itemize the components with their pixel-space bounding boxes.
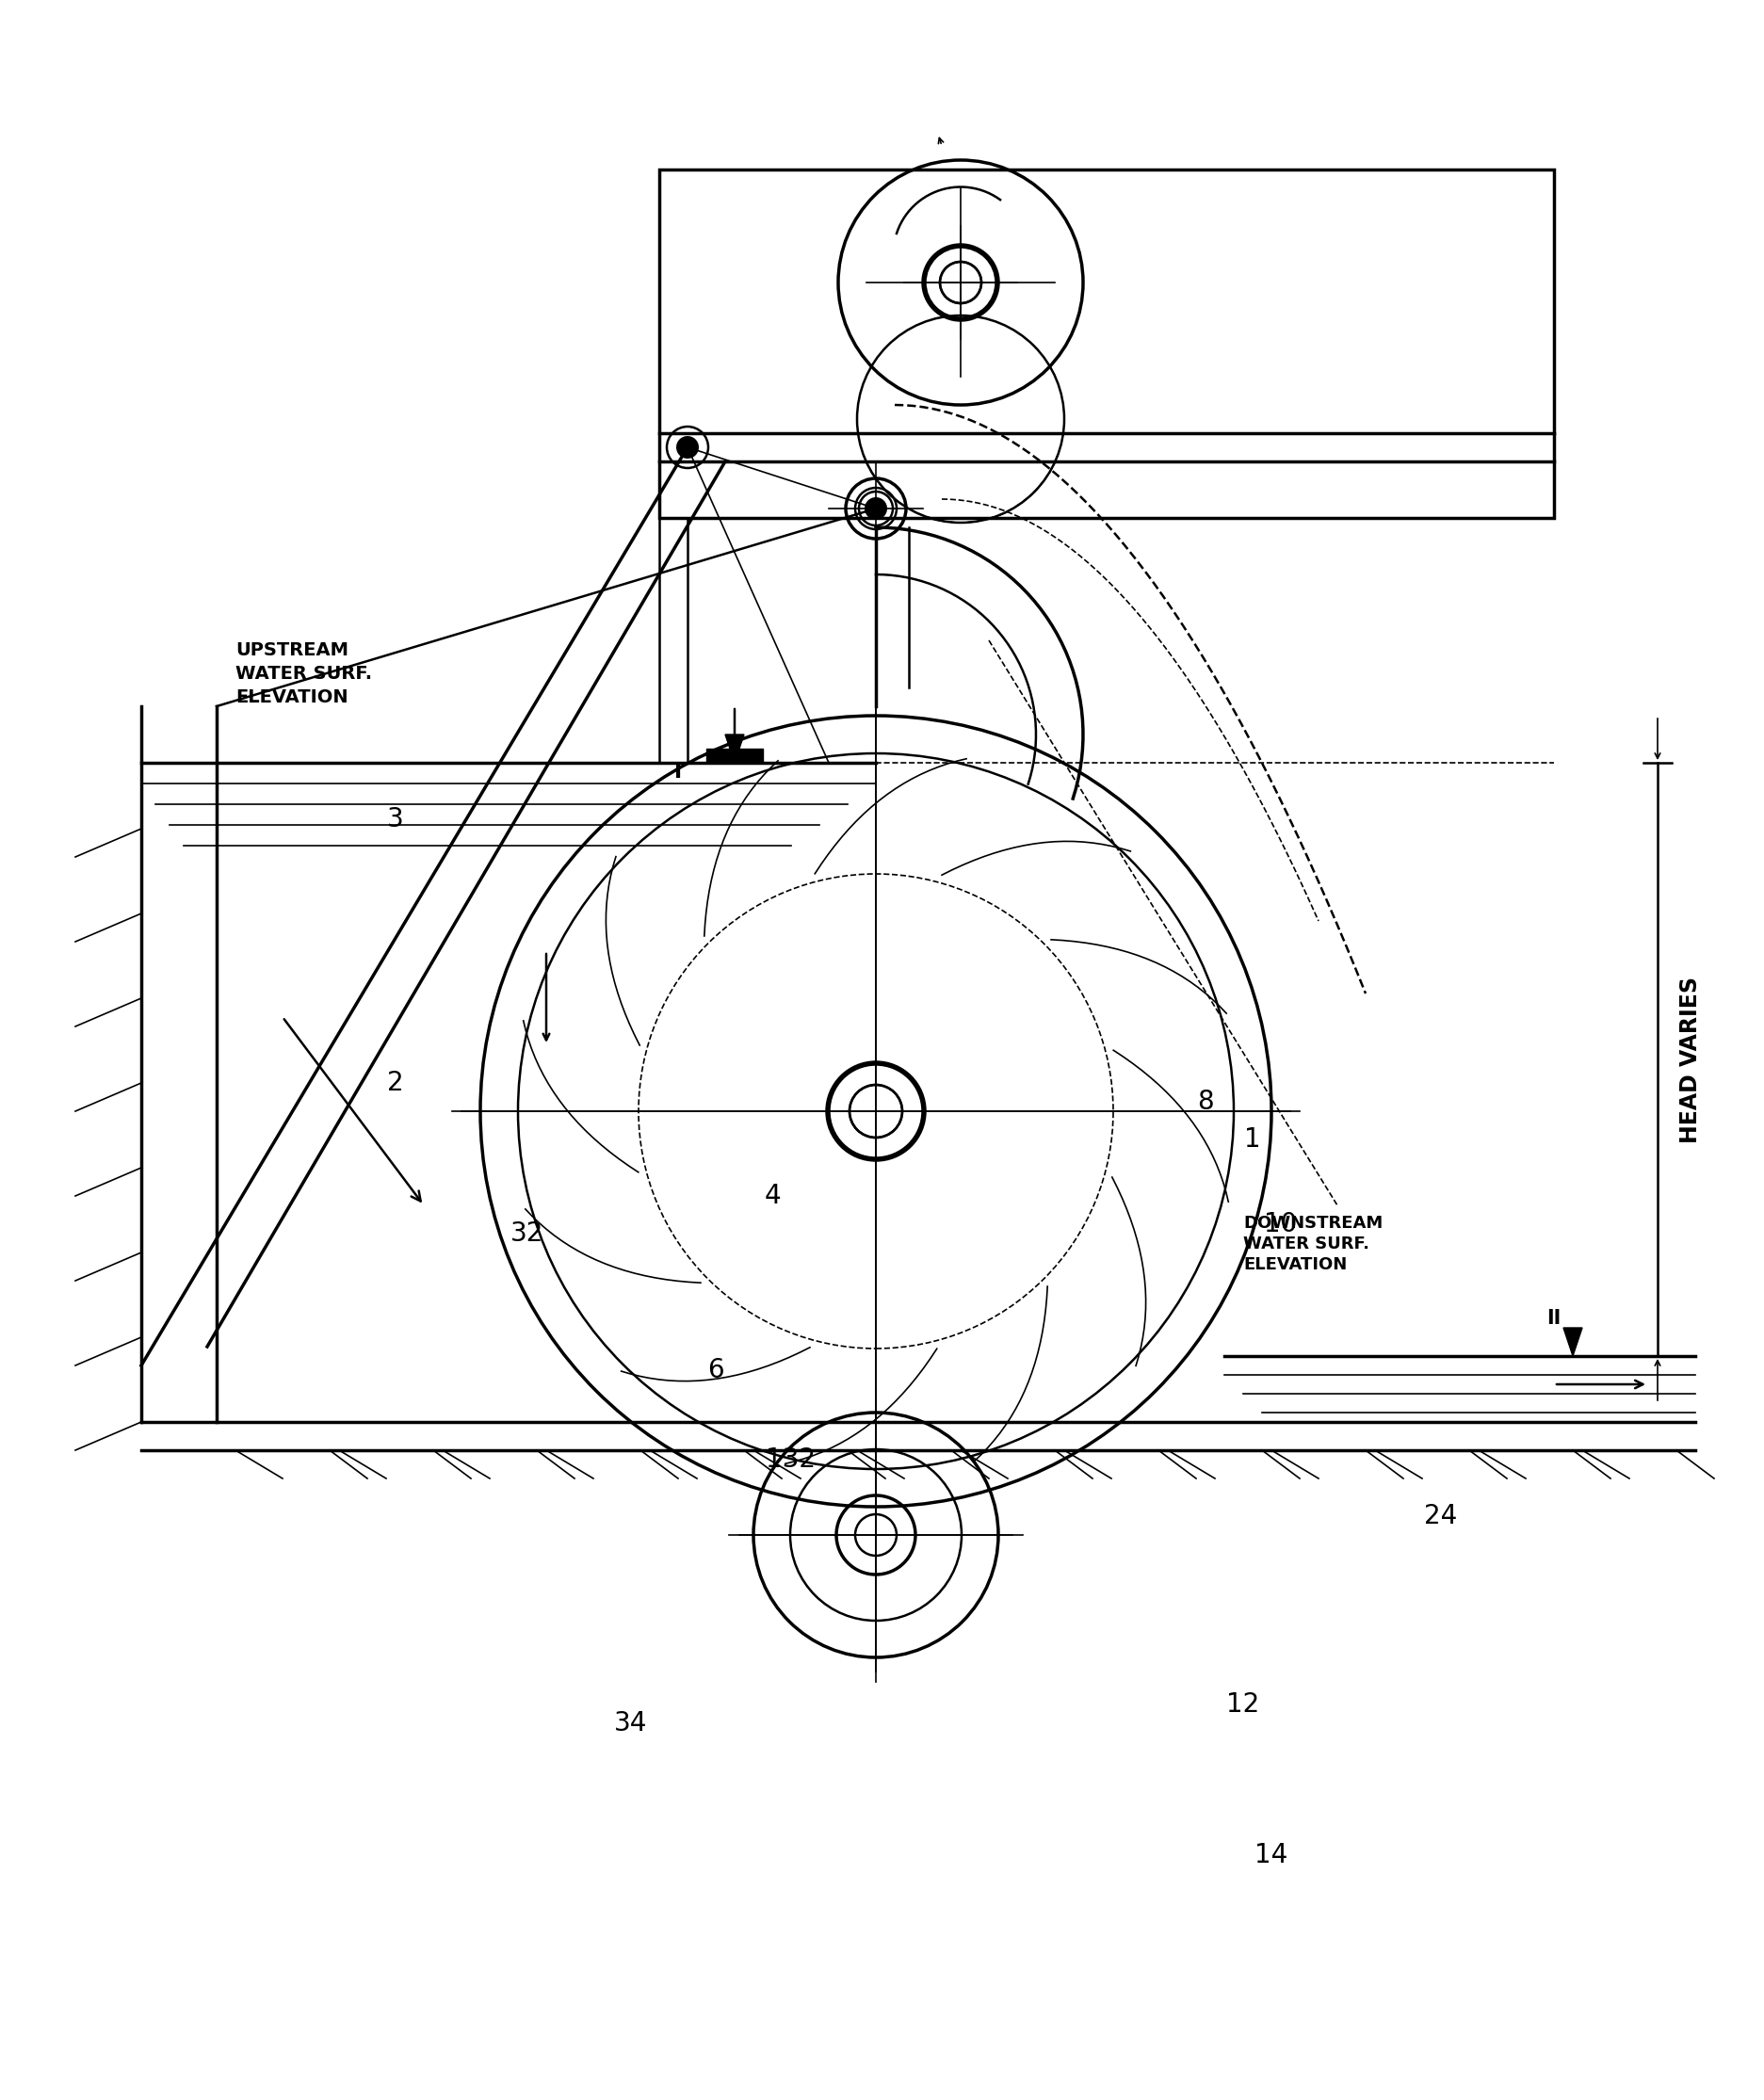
Circle shape — [864, 498, 887, 521]
Text: 32: 32 — [512, 1220, 543, 1247]
Text: I: I — [674, 762, 683, 781]
Bar — [660, 170, 1554, 519]
Polygon shape — [725, 735, 744, 762]
Text: 1: 1 — [1244, 1126, 1261, 1153]
Text: 10: 10 — [1265, 1212, 1298, 1237]
Text: 132: 132 — [766, 1447, 817, 1472]
Text: 3: 3 — [388, 806, 404, 832]
Text: 12: 12 — [1226, 1691, 1259, 1718]
Text: UPSTREAM
WATER SURF.
ELEVATION: UPSTREAM WATER SURF. ELEVATION — [235, 640, 372, 706]
Text: 6: 6 — [707, 1357, 723, 1384]
Circle shape — [676, 437, 699, 458]
Text: 14: 14 — [1254, 1842, 1288, 1869]
Text: DOWNSTREAM
WATER SURF.
ELEVATION: DOWNSTREAM WATER SURF. ELEVATION — [1244, 1214, 1383, 1273]
Text: 34: 34 — [614, 1709, 647, 1737]
Text: 8: 8 — [1198, 1088, 1214, 1115]
Polygon shape — [1563, 1327, 1582, 1357]
Text: 24: 24 — [1424, 1504, 1457, 1529]
Text: 2: 2 — [388, 1069, 404, 1096]
Text: 4: 4 — [764, 1182, 781, 1210]
Text: HEAD VARIES: HEAD VARIES — [1679, 977, 1702, 1142]
Text: II: II — [1547, 1308, 1561, 1327]
